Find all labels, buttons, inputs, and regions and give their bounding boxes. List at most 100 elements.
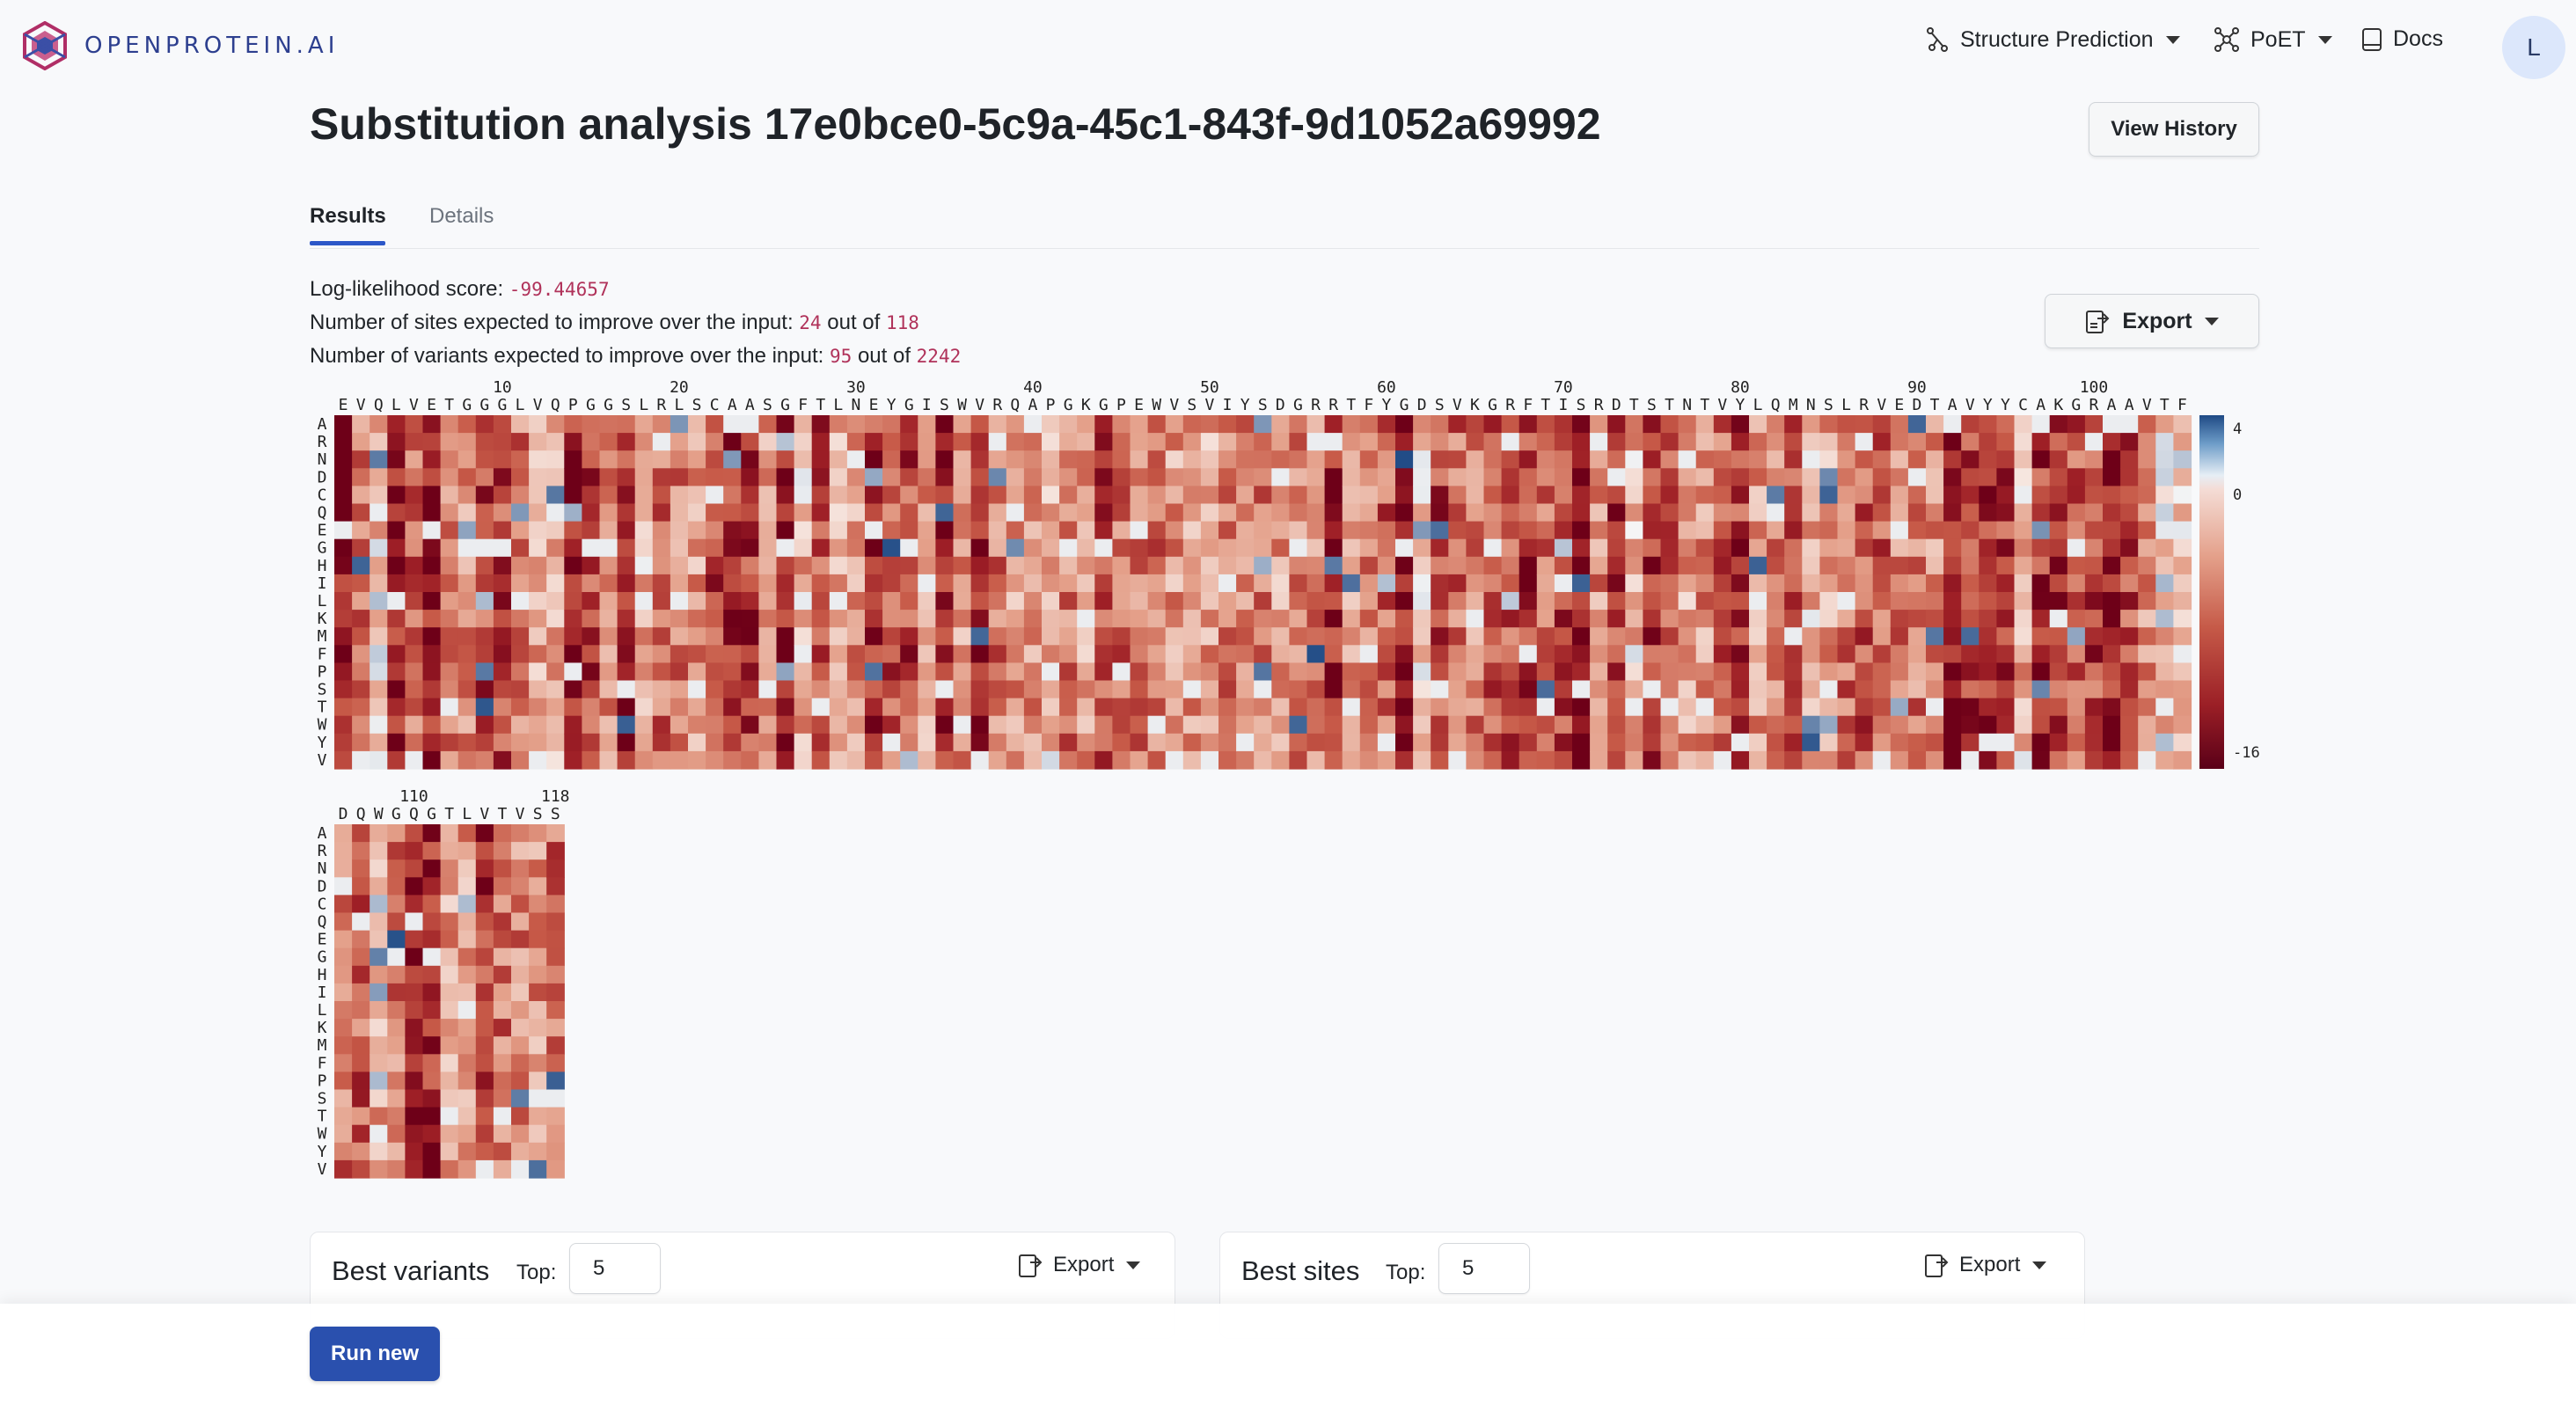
heatmap-cell <box>1501 450 1520 469</box>
tab-details[interactable]: Details <box>429 204 494 228</box>
heatmap-cell <box>1749 415 1767 434</box>
heatmap-cell <box>370 1159 388 1179</box>
export-button[interactable]: Export <box>2045 294 2259 348</box>
heatmap-cell <box>1236 645 1255 663</box>
heatmap-cell <box>900 521 918 540</box>
heatmap-cell <box>865 750 883 770</box>
sequence-residue-label: Q <box>551 396 560 414</box>
heatmap-cell <box>370 574 388 593</box>
heatmap-cell <box>1572 433 1591 451</box>
heatmap-cell <box>988 468 1007 486</box>
sequence-residue-label: A <box>728 396 737 414</box>
heatmap-cell <box>1200 592 1219 611</box>
nav-poet[interactable]: PoET <box>2214 26 2332 53</box>
heatmap-cell <box>865 503 883 523</box>
sequence-residue-label: Q <box>1771 396 1781 414</box>
heatmap-cell <box>1006 698 1025 717</box>
heatmap-cell <box>1023 698 1043 717</box>
heatmap-cell <box>652 627 671 646</box>
nav-structure-prediction[interactable]: Structure Prediction <box>1925 26 2180 53</box>
sequence-residue-label: R <box>1594 396 1604 414</box>
heatmap-cell <box>1218 645 1237 663</box>
heatmap-cell <box>1254 521 1272 540</box>
heatmap-cell <box>1289 538 1308 558</box>
heatmap-cell <box>1590 415 1608 434</box>
variants-line: Number of variants expected to improve o… <box>310 344 962 368</box>
heatmap-cell <box>1802 574 1820 593</box>
run-new-button[interactable]: Run new <box>310 1327 440 1381</box>
heatmap-cell <box>794 521 813 540</box>
heatmap-cell <box>1395 610 1414 628</box>
heatmap-cell <box>1165 645 1184 663</box>
heatmap-cell <box>918 538 936 558</box>
heatmap-cell <box>1271 715 1290 735</box>
heatmap-cell <box>493 842 512 860</box>
heatmap-cell <box>1130 415 1149 434</box>
heatmap-cell <box>1395 645 1414 663</box>
heatmap-cell <box>935 486 955 505</box>
heatmap-cell <box>846 433 866 451</box>
view-history-button[interactable]: View History <box>2089 102 2259 157</box>
user-avatar[interactable]: L <box>2502 16 2565 79</box>
heatmap-cell <box>405 433 424 451</box>
heatmap-cell <box>387 521 406 540</box>
heatmap-cell <box>1023 468 1043 486</box>
heatmap-cell <box>723 450 742 469</box>
heatmap-cell <box>457 627 477 646</box>
heatmap-cell <box>334 750 353 770</box>
heatmap-cell <box>1607 592 1626 611</box>
nav-docs[interactable]: Docs <box>2361 26 2443 52</box>
best-sites-export-button[interactable]: Export <box>1924 1252 2047 1278</box>
position-tick-label: 10 <box>493 378 512 397</box>
heatmap-cell <box>440 433 459 451</box>
heatmap-cell <box>794 503 813 523</box>
heatmap-cell <box>457 965 477 984</box>
heatmap-cell <box>529 503 547 523</box>
heatmap-cell <box>1590 610 1608 628</box>
heatmap-cell <box>1749 733 1767 752</box>
sequence-residue-label: M <box>1789 396 1798 414</box>
heatmap-cell <box>2155 715 2174 735</box>
heatmap-cell <box>1872 574 1892 593</box>
heatmap-cell <box>511 450 530 469</box>
brand-logo[interactable]: OPENPROTEIN.AI <box>21 21 339 70</box>
best-sites-top-input[interactable]: 5 <box>1438 1243 1530 1294</box>
heatmap-cell <box>1996 592 2016 611</box>
heatmap-cell <box>1643 486 1662 505</box>
heatmap-cell <box>1165 750 1184 770</box>
heatmap-cell <box>617 733 636 752</box>
heatmap-cell <box>2049 574 2068 593</box>
heatmap-cell <box>1483 574 1503 593</box>
heatmap-cell <box>1306 698 1326 717</box>
best-variants-export-button[interactable]: Export <box>1018 1252 1141 1278</box>
position-tick-label: 100 <box>2080 378 2109 397</box>
heatmap-cell <box>1413 733 1431 752</box>
tab-results[interactable]: Results <box>310 204 386 245</box>
heatmap-cell <box>2084 645 2104 663</box>
heatmap-cell <box>1130 503 1149 523</box>
chevron-down-icon <box>2165 35 2180 44</box>
sequence-residue-label: L <box>833 396 843 414</box>
heatmap-cell <box>1802 433 1820 451</box>
heatmap-cell <box>1784 574 1803 593</box>
heatmap-cell <box>1819 592 1839 611</box>
heatmap-cell <box>387 947 406 967</box>
heatmap-cell <box>457 468 477 486</box>
heatmap-cell <box>1501 750 1520 770</box>
heatmap-cell <box>1625 556 1643 575</box>
heatmap-cell <box>1006 715 1025 735</box>
heatmap-cell <box>670 592 689 611</box>
heatmap-cell <box>1749 680 1767 699</box>
heatmap-cell <box>2120 698 2139 717</box>
heatmap-cell <box>511 538 530 558</box>
heatmap-cell <box>422 680 442 699</box>
heatmap-cell <box>1996 750 2016 770</box>
heatmap-cell <box>918 503 936 523</box>
heatmap-cell <box>670 610 689 628</box>
heatmap-cell <box>1254 574 1272 593</box>
heatmap-cell <box>352 662 370 682</box>
page-title: Substitution analysis 17e0bce0-5c9a-45c1… <box>310 99 1601 149</box>
heatmap-cell <box>706 592 724 611</box>
heatmap-cell <box>2049 698 2068 717</box>
best-variants-top-input[interactable]: 5 <box>569 1243 661 1294</box>
